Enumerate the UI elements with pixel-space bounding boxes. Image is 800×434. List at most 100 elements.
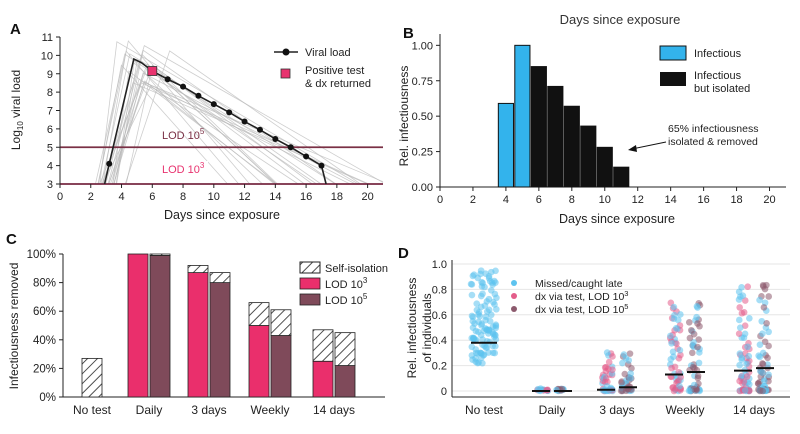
panel-a-xtick-label: 16 (300, 191, 312, 203)
panel-d-point (694, 343, 701, 351)
panel-a-legend-viral: Viral load (305, 47, 351, 59)
panel-c: C 0% 20% 40% 60% 80% 100% No test Daily 3 days We… (6, 231, 388, 417)
panel-a-lod3-label: LOD 103 (162, 161, 205, 176)
panel-d-point (736, 304, 743, 311)
panel-d-point (609, 366, 616, 373)
panel-d-ylabel-2: of individuals (420, 293, 434, 362)
panel-a-xtick-label: 0 (57, 191, 63, 203)
panel-a-viral-load-point (256, 126, 263, 133)
panel-d-point (690, 330, 698, 338)
panel-d-point (667, 332, 674, 340)
panel-a-legend-positive-2: & dx returned (305, 78, 371, 90)
panel-d-point (602, 367, 610, 375)
panel-a-ytick-label: 10 (41, 50, 53, 62)
panel-c-self-isolation-bar (334, 332, 356, 366)
panel-d-point (738, 309, 746, 317)
panel-c-self-isolation-bar (209, 272, 231, 283)
panel-d-point (482, 313, 490, 320)
panel-d-point (743, 360, 750, 368)
panel-c-ytick-label: 80% (33, 278, 56, 290)
panel-d-point (695, 359, 703, 367)
panel-d-point (475, 359, 483, 366)
panel-c-legend: Self-isolation LOD 103 LOD 105 (299, 261, 388, 307)
panel-b-isolated-bar (563, 105, 580, 188)
panel-a-xtick-label: 8 (180, 191, 186, 203)
panel-a-legend: Viral load Positive test & dx returned (274, 47, 371, 90)
panel-b-xtick-label: 4 (503, 194, 509, 206)
panel-d-point (677, 311, 684, 318)
panel-d-point (493, 294, 500, 302)
panel-d-point (738, 354, 746, 362)
panel-d-point (756, 296, 763, 304)
panel-d-point (605, 358, 613, 366)
panel-d-point (603, 349, 611, 356)
panel-a-ytick-label: 4 (47, 161, 53, 173)
panel-d-point (763, 319, 770, 327)
panel-b-xtick-label: 10 (599, 194, 611, 206)
panel-c-self-isolation-bar (149, 253, 171, 256)
panel-b-isolated-bar (530, 66, 547, 188)
panel-b-ytick-label: 0.75 (412, 76, 433, 88)
panel-d-category-label: Weekly (665, 403, 704, 417)
panel-b-xtick-label: 0 (437, 194, 443, 206)
panel-d-point (694, 320, 701, 327)
panel-d-point (765, 293, 773, 300)
panel-a-individual-trajectories (95, 40, 384, 185)
panel-b-legend-isolated-2: but isolated (694, 83, 750, 95)
panel-d: D 0 0.2 0.4 0.6 0.8 1.0 No test Daily 3 days Week… (398, 245, 790, 417)
panel-c-legend-lod5: LOD 105 (325, 292, 368, 307)
panel-d-ticks: 0 0.2 0.4 0.6 0.8 1.0 No test Daily 3 days Weekly… (432, 259, 790, 417)
panel-d-point (491, 333, 498, 341)
panel-d-ytick-label: 0.6 (432, 310, 447, 322)
panel-d-point (625, 357, 633, 364)
panel-d-point (472, 336, 480, 344)
panel-b-ytick-label: 0.25 (412, 147, 433, 159)
panel-a-ytick-label: 7 (47, 106, 53, 118)
panel-c-lod3-bar (248, 325, 270, 398)
panel-d-ytick-label: 1.0 (432, 259, 447, 271)
panel-d-point (672, 324, 680, 332)
panel-d-point (668, 339, 675, 347)
panel-b-infectious-bar (514, 44, 531, 188)
panel-a-viral-load-series (103, 57, 327, 185)
panel-d-ytick-label: 0.4 (432, 335, 447, 347)
panel-d-point (481, 302, 489, 309)
panel-d-point (475, 311, 482, 318)
panel-d-point (765, 371, 772, 378)
panel-d-point (673, 340, 680, 347)
panel-a-viral-load-point (195, 92, 202, 99)
panel-d-point (492, 267, 499, 275)
panel-c-self-isolation-bar (81, 357, 103, 398)
panel-b-xtick-label: 18 (730, 194, 742, 206)
panel-b-isolated-bar (580, 125, 597, 188)
panel-d-ytick-label: 0.2 (432, 361, 447, 373)
panel-c-bars (81, 253, 356, 398)
panel-d-legend: Missed/caught late dx via test, LOD 103 … (511, 278, 628, 316)
panel-b-xtick-label: 20 (763, 194, 775, 206)
panel-a-trajectory (99, 41, 359, 185)
panel-c-self-isolation-bar (187, 265, 209, 273)
panel-a-legend-positive-1: Positive test (305, 65, 364, 77)
panel-d-legend-lod3: dx via test, LOD 103 (535, 289, 628, 303)
panel-d-ytick-label: 0.8 (432, 284, 447, 296)
panel-d-point (754, 380, 762, 387)
panel-b-annotation-1: 65% infectiousness (668, 123, 758, 135)
panel-d-point (675, 355, 683, 362)
panel-d-point (478, 278, 485, 286)
panel-c-category-label: No test (73, 403, 112, 417)
panel-d-point (756, 341, 764, 348)
panel-c-lod5-bar (209, 282, 231, 398)
panel-a-ytick-label: 8 (47, 87, 53, 99)
panel-b-legend-infectious: Infectious (694, 48, 742, 60)
panel-c-lod5-bar (334, 365, 356, 398)
panel-d-point (667, 356, 675, 363)
panel-b-ytick-label: 0.00 (412, 182, 433, 194)
panel-a-viral-load-point (164, 76, 171, 83)
panel-d-point (735, 316, 743, 324)
panel-d-point (671, 386, 679, 393)
panel-b-ticks: 0 2 4 6 8 10 12 14 16 18 20 0.00 0.25 0.50 0.75 1.00 (412, 34, 786, 206)
panel-d-ytick-label: 0 (441, 386, 447, 398)
panel-a-viral-load-point (106, 160, 113, 167)
panel-d-point (670, 315, 678, 323)
panel-d-point (738, 283, 745, 291)
